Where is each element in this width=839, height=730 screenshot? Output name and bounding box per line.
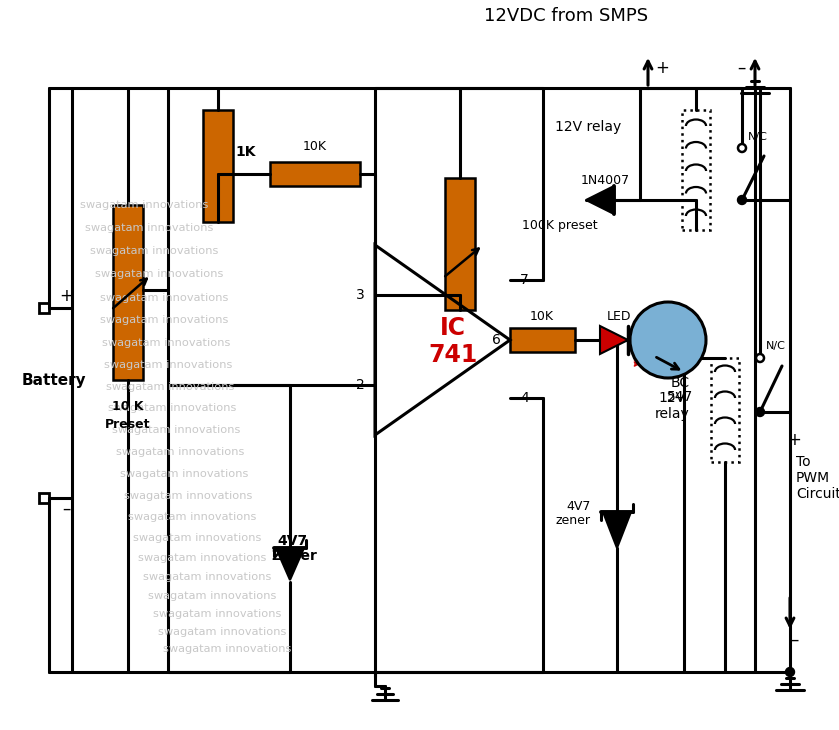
Text: 2: 2 <box>357 378 365 392</box>
Text: 4V7: 4V7 <box>277 534 307 548</box>
Text: 4V7: 4V7 <box>566 499 591 512</box>
Bar <box>711 358 739 462</box>
Text: swagatam innovations: swagatam innovations <box>85 223 213 233</box>
Text: swagatam innovations: swagatam innovations <box>138 553 266 563</box>
Text: swagatam innovations: swagatam innovations <box>108 403 237 413</box>
Text: 12VDC from SMPS: 12VDC from SMPS <box>484 7 648 25</box>
Text: swagatam innovations: swagatam innovations <box>128 512 257 522</box>
Text: Battery: Battery <box>22 372 86 388</box>
Text: 3: 3 <box>357 288 365 302</box>
Text: swagatam innovations: swagatam innovations <box>95 269 223 279</box>
Text: –: – <box>789 631 798 649</box>
Text: swagatam innovations: swagatam innovations <box>102 338 231 348</box>
Text: BC: BC <box>670 376 690 390</box>
Text: 12V relay: 12V relay <box>555 120 621 134</box>
Text: swagatam innovations: swagatam innovations <box>148 591 276 601</box>
Circle shape <box>630 302 706 378</box>
Bar <box>39 303 49 313</box>
Polygon shape <box>276 548 304 580</box>
Text: +: + <box>655 59 669 77</box>
Text: swagatam innovations: swagatam innovations <box>106 382 234 392</box>
Text: 100K preset: 100K preset <box>522 218 597 231</box>
Circle shape <box>755 407 764 417</box>
Text: swagatam innovations: swagatam innovations <box>90 246 218 256</box>
Text: –: – <box>737 59 745 77</box>
Text: Zener: Zener <box>271 549 317 563</box>
Text: swagatam innovations: swagatam innovations <box>133 533 262 543</box>
Text: swagatam innovations: swagatam innovations <box>153 609 281 619</box>
Text: 4: 4 <box>520 391 529 405</box>
Text: swagatam innovations: swagatam innovations <box>100 315 228 325</box>
Circle shape <box>756 354 764 362</box>
Circle shape <box>737 196 747 204</box>
Text: +: + <box>59 287 73 305</box>
Polygon shape <box>600 326 628 354</box>
Text: 10K: 10K <box>303 140 327 153</box>
Text: swagatam innovations: swagatam innovations <box>163 644 291 654</box>
Bar <box>445 178 475 310</box>
Text: 10 K: 10 K <box>112 401 143 413</box>
Text: 1K: 1K <box>236 145 256 159</box>
Text: swagatam innovations: swagatam innovations <box>104 360 232 370</box>
Text: IC: IC <box>440 316 466 340</box>
Text: swagatam innovations: swagatam innovations <box>112 425 241 435</box>
Text: N/C: N/C <box>766 341 786 351</box>
Text: swagatam innovations: swagatam innovations <box>80 200 208 210</box>
Text: 6: 6 <box>492 333 501 347</box>
Text: swagatam innovations: swagatam innovations <box>124 491 253 501</box>
Text: Preset: Preset <box>105 418 151 431</box>
Text: To: To <box>796 455 810 469</box>
Circle shape <box>785 667 795 677</box>
Bar <box>682 110 710 230</box>
Text: 1N4007: 1N4007 <box>581 174 629 186</box>
Text: swagatam innovations: swagatam innovations <box>100 293 228 303</box>
Polygon shape <box>586 186 614 214</box>
Text: +: + <box>787 431 801 449</box>
Text: PWM: PWM <box>796 471 830 485</box>
Text: 12V: 12V <box>659 391 685 405</box>
Text: –: – <box>62 500 70 518</box>
Text: swagatam innovations: swagatam innovations <box>120 469 248 479</box>
Text: N/C: N/C <box>748 132 768 142</box>
Text: Circuit: Circuit <box>796 487 839 501</box>
Text: 7: 7 <box>520 273 529 287</box>
Bar <box>113 205 143 380</box>
Text: 547: 547 <box>667 390 693 404</box>
Text: LED: LED <box>607 310 631 323</box>
Text: swagatam innovations: swagatam innovations <box>158 627 286 637</box>
Text: zener: zener <box>556 515 591 528</box>
Text: relay: relay <box>654 407 690 421</box>
Text: swagatam innovations: swagatam innovations <box>116 447 244 457</box>
Bar <box>39 493 49 503</box>
Text: 10K: 10K <box>530 310 554 323</box>
Polygon shape <box>603 512 631 548</box>
Text: 741: 741 <box>429 343 477 367</box>
Bar <box>510 328 575 352</box>
Text: swagatam innovations: swagatam innovations <box>143 572 271 582</box>
Circle shape <box>738 144 746 152</box>
Bar <box>203 110 233 222</box>
Bar <box>270 162 360 186</box>
